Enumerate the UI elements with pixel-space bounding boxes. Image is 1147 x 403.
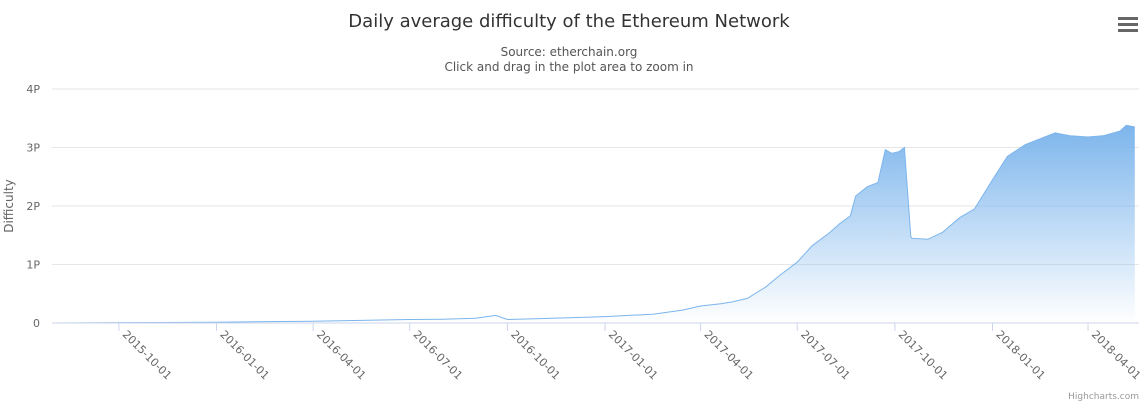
menu-bar [1118, 29, 1138, 32]
x-tick-label: 2017-04-01 [701, 328, 755, 382]
x-tick-label: 2017-01-01 [606, 328, 660, 382]
x-tick-label: 2016-10-01 [508, 328, 562, 382]
y-tick-label: 3P [26, 142, 40, 155]
x-axis-ticks: 2015-10-01 2016-01-01 2016-04-01 2016-07-01… [118, 323, 1143, 382]
chart-subtitle-line-1: Source: etherchain.org [501, 45, 638, 59]
y-axis-ticks: 0 1P 2P 3P 4P [26, 83, 40, 330]
hamburger-menu-icon[interactable] [1118, 17, 1138, 35]
menu-bar [1118, 17, 1138, 20]
x-tick-label: 2018-01-01 [993, 328, 1047, 382]
x-tick-label: 2017-07-01 [798, 328, 852, 382]
chart-subtitle-line-2: Click and drag in the plot area to zoom … [444, 60, 693, 74]
y-tick-label: 1P [26, 259, 40, 272]
x-tick-label: 2018-04-01 [1089, 328, 1143, 382]
y-axis-label: Difficulty [2, 179, 16, 233]
chart-title: Daily average difficulty of the Ethereum… [348, 11, 790, 32]
series-area[interactable] [52, 125, 1135, 323]
series-group[interactable] [51, 124, 1135, 324]
y-tick-label: 2P [26, 200, 40, 213]
y-tick-label: 4P [26, 83, 40, 96]
x-tick-label: 2016-04-01 [314, 328, 368, 382]
x-tick-label: 2017-10-01 [896, 328, 950, 382]
x-tick-label: 2015-10-01 [120, 328, 174, 382]
x-tick-label: 2016-07-01 [411, 328, 465, 382]
x-tick-label: 2016-01-01 [217, 328, 271, 382]
y-tick-label: 0 [33, 317, 40, 330]
credits-link[interactable]: Highcharts.com [1068, 392, 1139, 402]
menu-bar [1118, 23, 1138, 26]
series-line[interactable] [51, 124, 1135, 324]
